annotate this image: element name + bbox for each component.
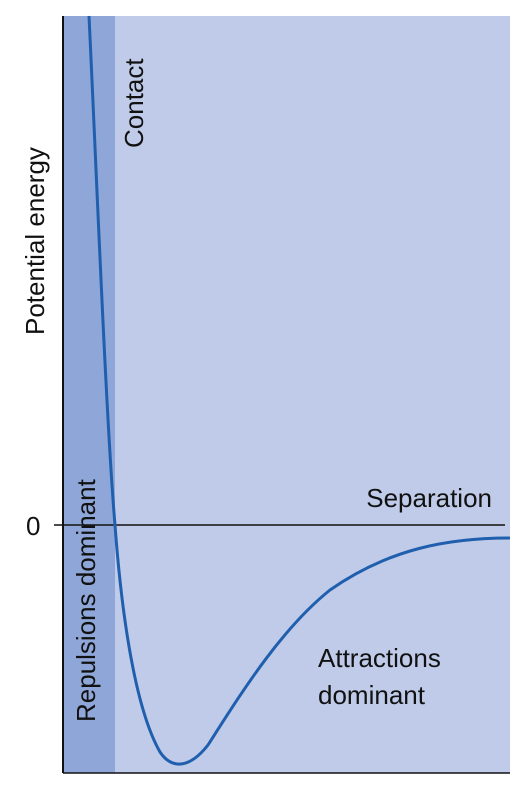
attraction-region xyxy=(63,16,510,773)
attractions-label-line1: Attractions xyxy=(318,643,441,673)
contact-label: Contact xyxy=(119,58,149,148)
potential-energy-curve xyxy=(87,15,511,766)
y-axis-label: Potential energy xyxy=(20,147,50,335)
separation-label: Separation xyxy=(366,483,492,513)
zero-label: 0 xyxy=(26,511,40,541)
attractions-label-line2: dominant xyxy=(318,680,426,710)
repulsions-label: Repulsions dominant xyxy=(71,478,101,722)
